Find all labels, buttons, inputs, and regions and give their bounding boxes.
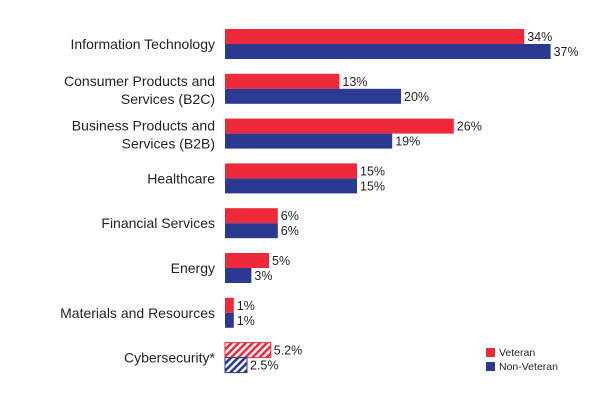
category-label-consumer-products-and-services-b2c: Consumer Products and Services (B2C)	[64, 73, 215, 107]
value-label-veteran-healthcare: 15%	[360, 164, 385, 178]
category-label-information-technology: Information Technology	[71, 36, 216, 52]
value-label-veteran-energy: 5%	[272, 254, 290, 268]
category-label-financial-services: Financial Services	[101, 215, 215, 231]
category-label-energy: Energy	[171, 260, 215, 276]
legend: Veteran Non-Veteran	[486, 347, 558, 373]
value-label-non-veteran-healthcare: 15%	[360, 179, 385, 193]
legend-label-non-veteran: Non-Veteran	[499, 361, 558, 373]
bar-non-veteran-information-technology	[225, 44, 551, 59]
bar-veteran-financial-services	[225, 208, 278, 224]
plot-area: Information Technology 34%37% Consumer Pro…	[60, 29, 579, 374]
bar-non-veteran-financial-services	[225, 223, 278, 239]
legend-swatch-veteran	[486, 348, 495, 357]
value-label-non-veteran-energy: 3%	[254, 269, 272, 283]
bar-veteran-cybersecurity	[224, 342, 272, 359]
value-label-veteran-materials-and-resources: 1%	[237, 299, 255, 313]
bar-veteran-consumer-products-and-services-b2c	[225, 73, 340, 89]
value-label-veteran-cybersecurity: 5.2%	[274, 344, 303, 358]
value-label-non-veteran-information-technology: 37%	[554, 45, 579, 59]
legend-label-veteran: Veteran	[499, 347, 535, 359]
value-label-veteran-financial-services: 6%	[281, 209, 299, 223]
value-label-veteran-business-products-and-services-b2b: 26%	[457, 120, 482, 134]
bar-veteran-business-products-and-services-b2b	[225, 118, 454, 134]
value-label-veteran-consumer-products-and-services-b2c: 13%	[342, 75, 367, 89]
value-label-veteran-information-technology: 34%	[527, 30, 552, 44]
bar-veteran-energy	[225, 253, 269, 268]
value-label-non-veteran-consumer-products-and-services-b2c: 20%	[404, 90, 429, 104]
bar-veteran-healthcare	[225, 163, 357, 179]
bar-non-veteran-energy	[225, 268, 252, 283]
value-label-non-veteran-financial-services: 6%	[281, 224, 299, 238]
value-label-non-veteran-business-products-and-services-b2b: 19%	[395, 135, 420, 149]
value-label-non-veteran-cybersecurity: 2.5%	[250, 359, 279, 373]
category-label-cybersecurity: Cybersecurity*	[124, 350, 216, 366]
bar-non-veteran-business-products-and-services-b2b	[225, 133, 393, 149]
bar-non-veteran-consumer-products-and-services-b2c	[225, 88, 401, 104]
bar-non-veteran-cybersecurity	[224, 357, 248, 374]
bar-non-veteran-healthcare	[225, 178, 357, 194]
bar-veteran-materials-and-resources	[225, 297, 234, 313]
category-label-materials-and-resources: Materials and Resources	[60, 305, 215, 321]
category-label-healthcare: Healthcare	[147, 170, 215, 186]
bar-veteran-information-technology	[225, 29, 525, 44]
legend-swatch-non-veteran	[486, 362, 495, 371]
value-label-non-veteran-materials-and-resources: 1%	[237, 314, 255, 328]
category-label-business-products-and-services-b2b: Business Products and Services (B2B)	[72, 118, 215, 152]
bar-non-veteran-materials-and-resources	[225, 312, 234, 328]
